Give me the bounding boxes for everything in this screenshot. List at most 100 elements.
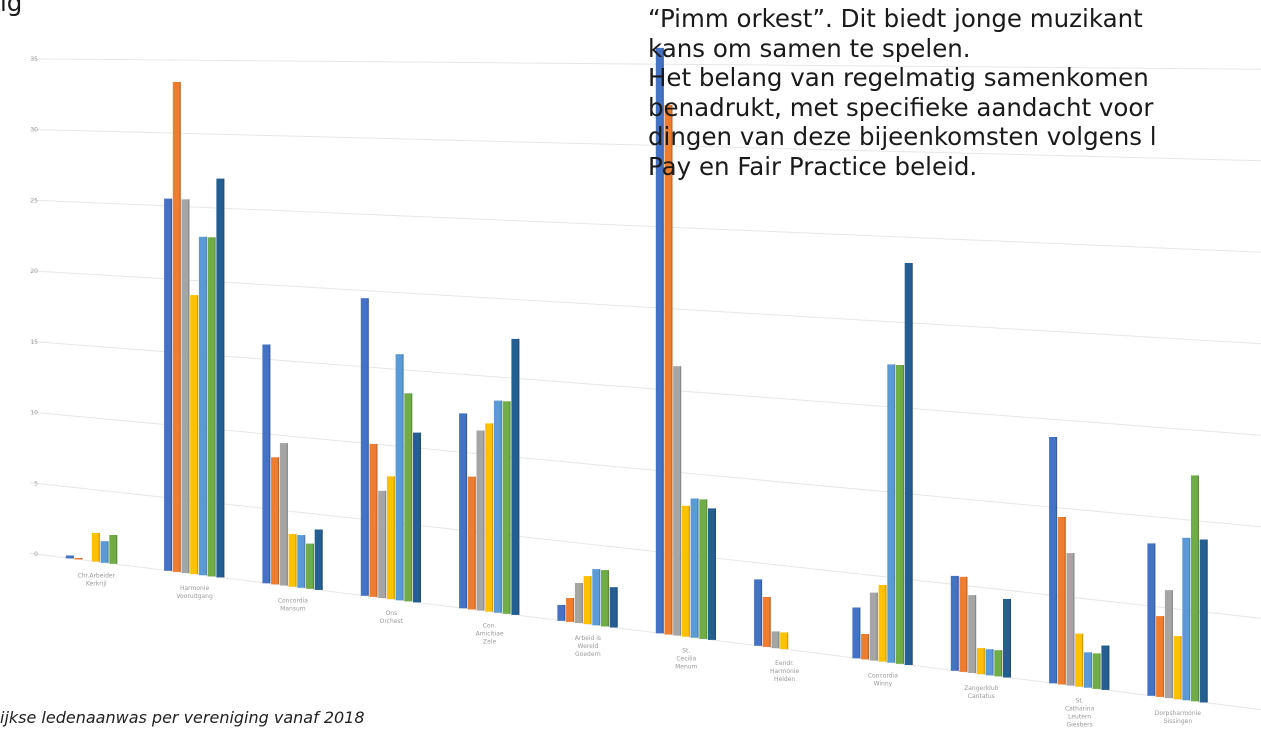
bar-shadow [714, 508, 716, 640]
category-label: Zangerklub Cantatus [964, 685, 999, 700]
body-text-line: kans om samen te spelen. [648, 33, 971, 63]
bar [681, 505, 690, 637]
bar [950, 575, 959, 671]
bar [476, 430, 485, 611]
bar-shadow [402, 354, 404, 601]
bar [459, 413, 468, 609]
bar [699, 499, 708, 639]
bar [655, 47, 664, 634]
bar [861, 634, 870, 660]
bar-shadow [581, 583, 583, 623]
category-label: Concordia Winny [868, 673, 898, 688]
bar [369, 444, 378, 597]
category-label: Concordia Mansum [278, 598, 308, 613]
gridline [29, 199, 1261, 253]
category-label: Con. Amicitiae Zele [476, 623, 504, 646]
bar [1182, 537, 1191, 701]
bar [1066, 553, 1075, 686]
bar-shadow [1082, 633, 1084, 687]
bar-shadow [518, 338, 520, 615]
bar [502, 401, 511, 614]
bar-shadow [1189, 537, 1191, 701]
bar-shadow [975, 595, 977, 673]
bar [1049, 437, 1058, 684]
bar [109, 535, 118, 564]
y-tick-label: 15 [30, 339, 38, 346]
bar-shadow [760, 579, 763, 646]
bar-shadow [1154, 543, 1156, 696]
bar [493, 400, 502, 613]
bar [1173, 636, 1182, 700]
y-tick-label: 20 [30, 268, 38, 275]
bar [1092, 653, 1101, 689]
bar [100, 541, 109, 563]
bar [1191, 475, 1199, 702]
bar-shadow [1090, 652, 1092, 688]
bar-shadow [894, 364, 896, 663]
bar-shadow [1180, 636, 1182, 700]
bar-shadow [419, 432, 421, 603]
bar-shadow [671, 105, 673, 635]
y-tick-label: 30 [30, 127, 38, 134]
bar-shadow [72, 555, 74, 559]
bar [852, 607, 861, 659]
bar-shadow [966, 576, 968, 672]
bar-shadow [269, 344, 271, 584]
body-text-line: Pay en Fair Practice beleid. [648, 151, 978, 181]
bar-shadow [81, 558, 83, 560]
body-text-line: Het belang van regelmatig samenkomen [648, 63, 1149, 92]
gridlines [29, 58, 1261, 711]
bar-shadow [616, 587, 618, 628]
bar [557, 604, 566, 621]
bar [91, 532, 100, 562]
bar [1164, 590, 1173, 698]
bar [1156, 616, 1165, 697]
bar [609, 587, 618, 628]
bar-shadow [286, 443, 288, 586]
category-label: Ons Orchest [380, 610, 404, 625]
bar [65, 555, 74, 559]
bar [511, 338, 520, 615]
bar-shadow [214, 237, 216, 577]
bar [262, 344, 271, 584]
bar [190, 295, 199, 575]
bar-shadow [590, 576, 592, 625]
bar-shadow [992, 649, 994, 676]
bar-shadow [223, 178, 225, 578]
bar [976, 648, 985, 675]
bar-shadow [1099, 653, 1101, 689]
bar [297, 535, 306, 588]
bar [1101, 645, 1110, 690]
bar [207, 237, 216, 577]
bar-shadow [492, 423, 494, 612]
bar-shadow [197, 295, 199, 575]
bar-shadow [957, 575, 959, 671]
bar [378, 490, 387, 598]
bar [360, 298, 369, 596]
y-tick-label: 25 [30, 197, 38, 204]
bar [878, 585, 887, 662]
category-label: Chr.Arbeider Kerkrijl [78, 573, 116, 588]
gridline [29, 340, 1261, 436]
bar-shadow [662, 47, 664, 634]
bar-shadow [393, 476, 395, 600]
bar [279, 443, 288, 586]
bar [271, 457, 280, 585]
bar-shadow [385, 490, 387, 598]
bar [306, 543, 314, 589]
bar [959, 576, 968, 672]
y-tick-label: 35 [30, 56, 38, 63]
bar [198, 236, 207, 576]
bar-shadow [321, 529, 323, 590]
bar-shadow [107, 541, 109, 563]
y-tick-label: 5 [34, 480, 38, 487]
bar [994, 650, 1003, 677]
category-label: Eendr. Harmonie Helden [770, 660, 800, 683]
bar-shadow [706, 499, 708, 639]
bar [467, 476, 476, 610]
bar [968, 595, 977, 673]
bar [1003, 599, 1011, 678]
bar [566, 598, 575, 622]
y-tick-labels: 0 5 10 15 20 25 30 35 [30, 56, 38, 558]
bar-shadow [983, 648, 985, 675]
